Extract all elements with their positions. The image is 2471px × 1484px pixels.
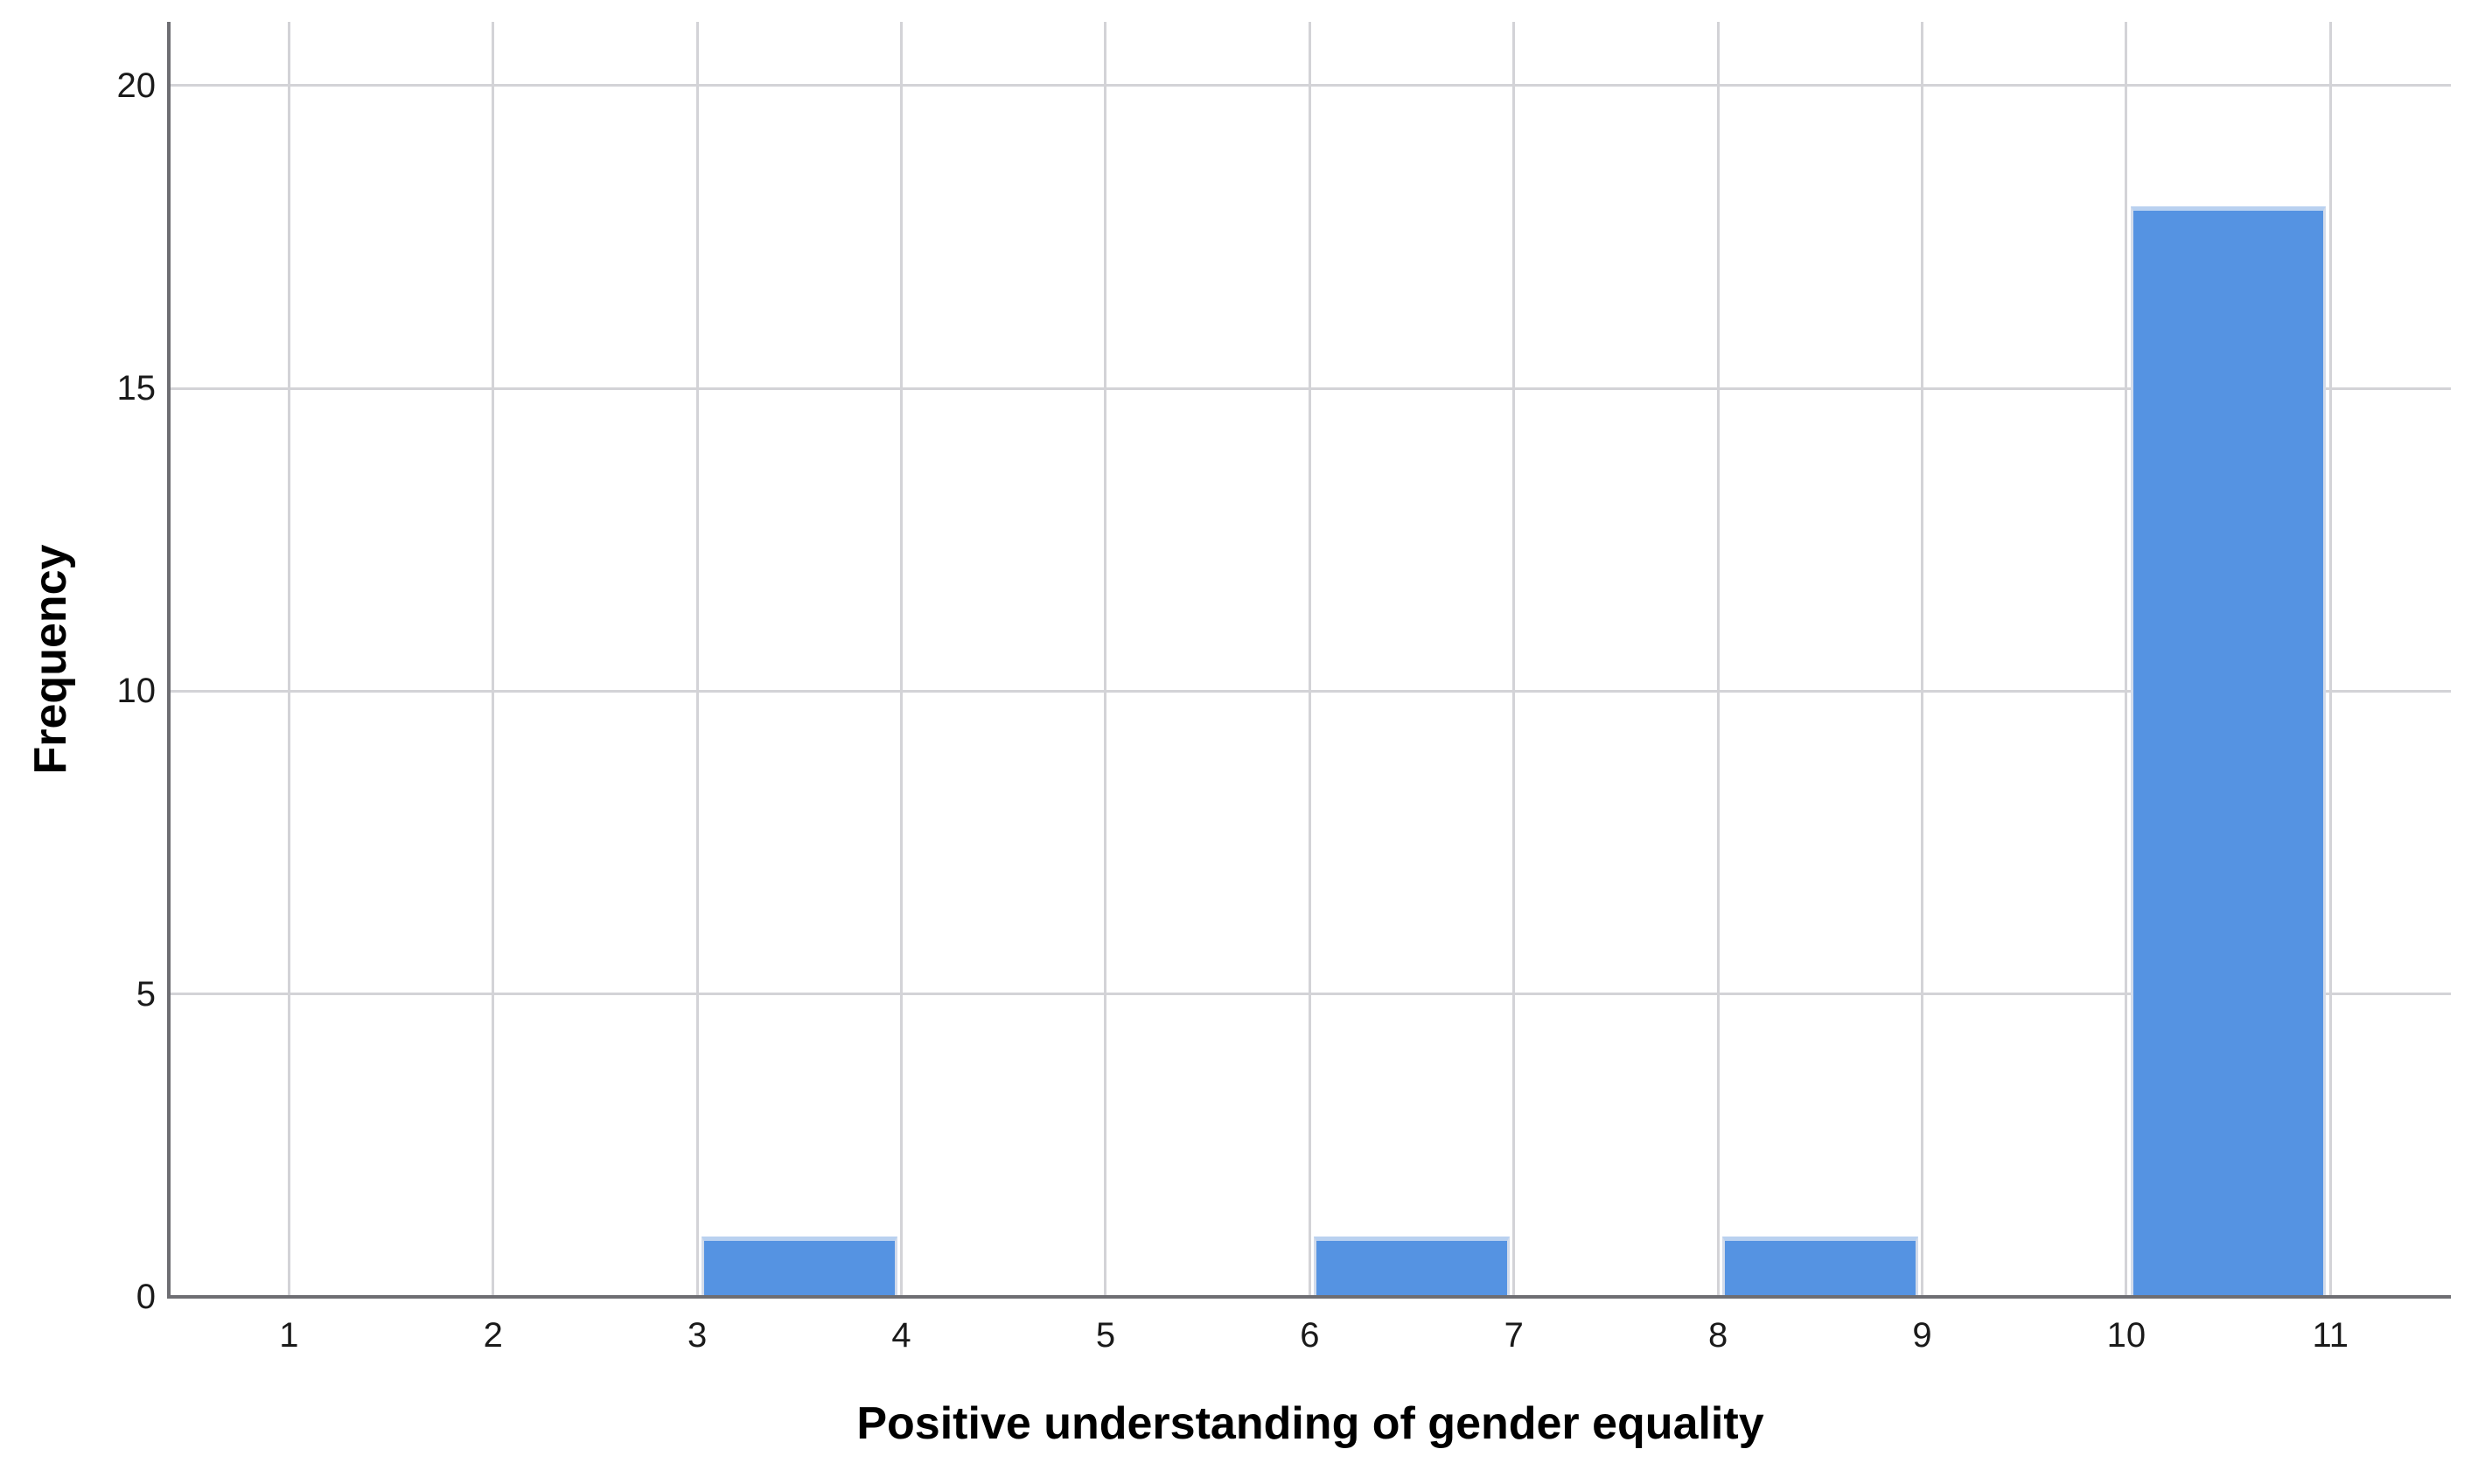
y-gridline-5 bbox=[171, 993, 2451, 996]
x-axis-line bbox=[167, 1295, 2451, 1299]
y-tick-label-0: 0 bbox=[136, 1278, 156, 1316]
x-tick-label-8: 8 bbox=[1707, 1316, 1728, 1355]
histogram-bar-8-9 bbox=[1722, 1236, 1918, 1297]
x-tick-label-11: 11 bbox=[2312, 1316, 2349, 1355]
x-gridline-7 bbox=[1512, 22, 1516, 1297]
x-gridline-5 bbox=[1104, 22, 1107, 1297]
x-gridline-4 bbox=[900, 22, 904, 1297]
x-gridline-8 bbox=[1716, 22, 1720, 1297]
x-tick-label-5: 5 bbox=[1095, 1316, 1116, 1355]
plot-area bbox=[171, 22, 2451, 1297]
y-gridline-20 bbox=[171, 84, 2451, 87]
y-gridline-15 bbox=[171, 387, 2451, 390]
x-tick-label-2: 2 bbox=[483, 1316, 503, 1355]
x-gridline-1 bbox=[287, 22, 290, 1297]
x-tick-label-6: 6 bbox=[1300, 1316, 1320, 1355]
x-tick-label-1: 1 bbox=[279, 1316, 299, 1355]
y-tick-label-15: 15 bbox=[116, 369, 157, 408]
y-axis-title: Frequency bbox=[25, 544, 76, 775]
histogram-bar-3-4 bbox=[702, 1236, 897, 1297]
y-tick-label-5: 5 bbox=[136, 974, 156, 1014]
x-tick-label-10: 10 bbox=[2106, 1316, 2146, 1355]
y-gridline-10 bbox=[171, 689, 2451, 693]
x-gridline-11 bbox=[2328, 22, 2332, 1297]
x-tick-label-7: 7 bbox=[1504, 1316, 1524, 1355]
x-gridline-6 bbox=[1308, 22, 1311, 1297]
x-axis-title: Positive understanding of gender equalit… bbox=[856, 1398, 1764, 1449]
y-tick-label-10: 10 bbox=[116, 672, 157, 711]
histogram-bar-6-7 bbox=[1314, 1236, 1510, 1297]
histogram-bar-10-11 bbox=[2130, 206, 2327, 1297]
x-tick-label-9: 9 bbox=[1912, 1316, 1932, 1355]
x-gridline-10 bbox=[2125, 22, 2128, 1297]
y-tick-label-20: 20 bbox=[116, 66, 157, 105]
x-tick-label-4: 4 bbox=[891, 1316, 911, 1355]
x-gridline-3 bbox=[695, 22, 699, 1297]
y-axis-line bbox=[167, 22, 171, 1299]
x-gridline-2 bbox=[492, 22, 495, 1297]
x-tick-label-3: 3 bbox=[688, 1316, 708, 1355]
x-gridline-9 bbox=[1921, 22, 1923, 1297]
